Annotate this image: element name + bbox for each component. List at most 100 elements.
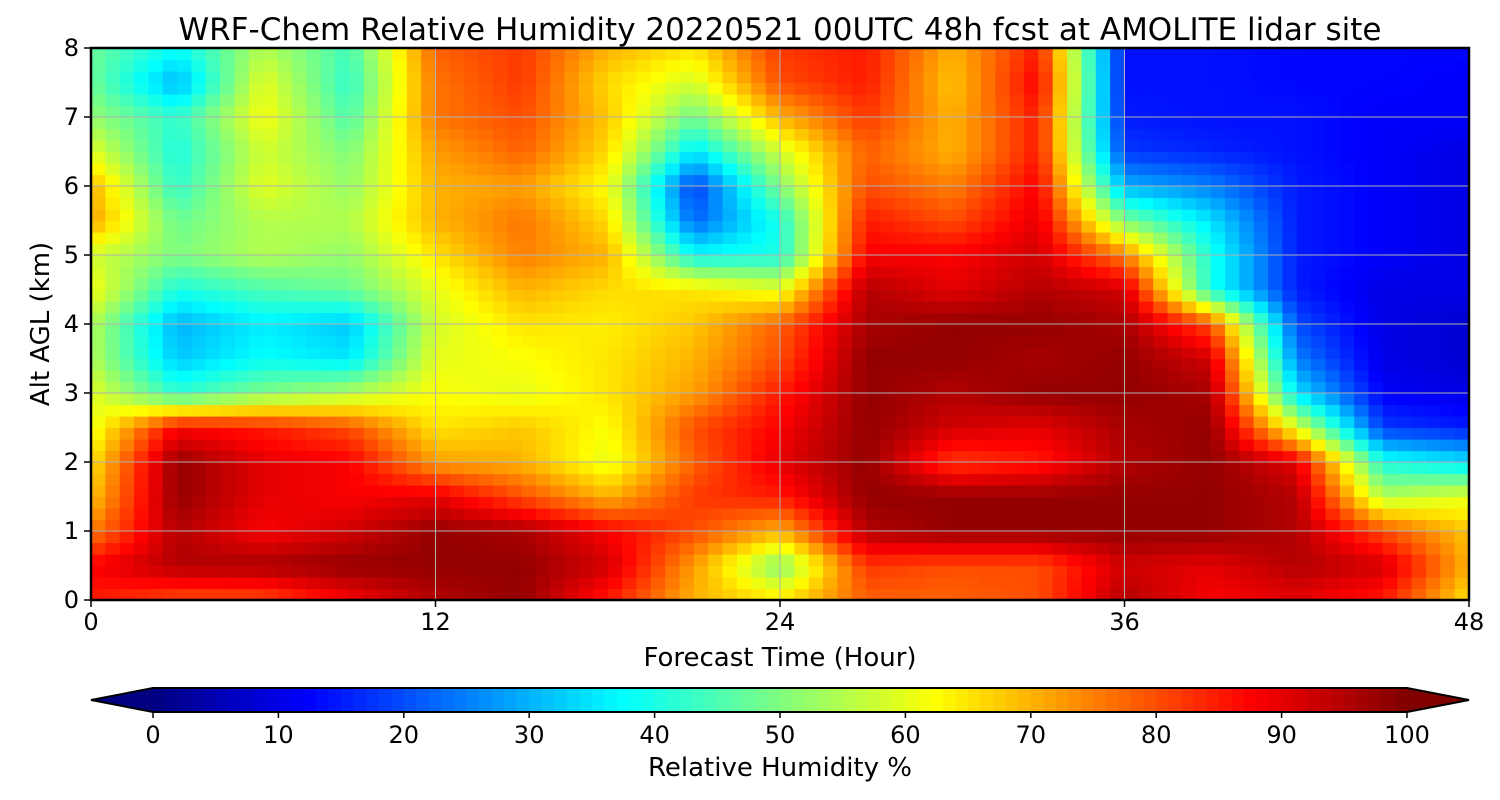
heatmap-cell (636, 542, 652, 555)
heatmap-cell (1052, 220, 1068, 233)
heatmap-cell (1325, 588, 1341, 600)
heatmap-cell (435, 324, 451, 337)
heatmap-cell (564, 232, 580, 245)
heatmap-cell (1067, 312, 1083, 325)
heatmap-cell (980, 278, 996, 291)
heatmap-cell (91, 140, 106, 153)
heatmap-cell (1052, 404, 1068, 417)
heatmap-cell (808, 416, 824, 429)
heatmap-cell (622, 94, 638, 107)
heatmap-cell (1196, 508, 1212, 521)
heatmap-cell (1425, 220, 1441, 233)
heatmap-cell (1024, 473, 1039, 486)
heatmap-cell (492, 163, 508, 176)
heatmap-cell (205, 140, 221, 153)
heatmap-cell (492, 393, 508, 406)
heatmap-cell (263, 174, 279, 187)
heatmap-cell (1382, 163, 1398, 176)
heatmap-cell (1239, 301, 1255, 314)
heatmap-cell (765, 588, 781, 600)
heatmap-cell (765, 243, 781, 256)
heatmap-cell (1196, 278, 1212, 291)
heatmap-cell (1296, 59, 1312, 72)
heatmap-cell (1296, 117, 1312, 130)
heatmap-cell (765, 151, 781, 164)
heatmap-cell (780, 220, 795, 233)
heatmap-cell (607, 71, 623, 84)
heatmap-cell (837, 496, 853, 509)
colorbar-segment (1143, 688, 1157, 712)
heatmap-cell (449, 473, 465, 486)
heatmap-cell (1397, 312, 1413, 325)
heatmap-cell (320, 59, 336, 72)
heatmap-cell (1052, 209, 1068, 222)
heatmap-cell (1210, 588, 1226, 600)
heatmap-cell (177, 174, 193, 187)
heatmap-cell (234, 105, 250, 118)
colorbar-segment (265, 688, 279, 712)
heatmap-cell (1210, 347, 1226, 360)
heatmap-cell (1052, 554, 1068, 567)
heatmap-cell (780, 531, 795, 544)
heatmap-cell (1368, 404, 1384, 417)
heatmap-cell (679, 485, 695, 498)
heatmap-cell (1368, 163, 1384, 176)
heatmap-cell (880, 59, 896, 72)
heatmap-cell (794, 117, 810, 130)
heatmap-cell (1454, 393, 1469, 406)
heatmap-cell (392, 105, 408, 118)
heatmap-cell (1181, 370, 1197, 383)
heatmap-cell (1454, 117, 1469, 130)
heatmap-cell (1296, 404, 1312, 417)
heatmap-cell (349, 427, 365, 440)
heatmap-cell (1024, 416, 1039, 429)
heatmap-cell (1138, 128, 1154, 141)
heatmap-cell (1210, 577, 1226, 590)
heatmap-cell (1124, 439, 1140, 452)
heatmap-cell (535, 243, 551, 256)
heatmap-cell (1110, 105, 1126, 118)
heatmap-cell (894, 174, 910, 187)
heatmap-cell (421, 117, 437, 130)
heatmap-cell (923, 209, 939, 222)
heatmap-cell (722, 347, 738, 360)
heatmap-cell (909, 324, 925, 337)
heatmap-cell (593, 404, 609, 417)
heatmap-cell (636, 94, 652, 107)
heatmap-cell (191, 94, 207, 107)
heatmap-cell (650, 289, 666, 302)
heatmap-cell (1110, 301, 1126, 314)
heatmap-cell (1224, 370, 1240, 383)
heatmap-cell (291, 439, 307, 452)
heatmap-cell (880, 439, 896, 452)
heatmap-cell (550, 186, 566, 199)
heatmap-cell (363, 117, 379, 130)
heatmap-cell (1411, 128, 1427, 141)
colorbar-segment (1193, 688, 1207, 712)
heatmap-cell (693, 404, 709, 417)
heatmap-cell (650, 416, 666, 429)
heatmap-cell (607, 508, 623, 521)
heatmap-cell (1009, 289, 1025, 302)
heatmap-cell (220, 232, 236, 245)
heatmap-cell (1354, 186, 1370, 199)
heatmap-cell (1454, 151, 1469, 164)
heatmap-cell (1425, 59, 1441, 72)
x-axis-ticks: 0 12 24 36 48 (83, 600, 1484, 636)
heatmap-cell (1282, 140, 1298, 153)
heatmap-cell (1282, 427, 1298, 440)
heatmap-cell (248, 82, 264, 95)
heatmap-cell (1368, 554, 1384, 567)
heatmap-cell (579, 266, 594, 279)
heatmap-cell (1339, 370, 1355, 383)
heatmap-cell (1239, 542, 1255, 555)
heatmap-cell (894, 255, 910, 268)
heatmap-cell (1454, 255, 1469, 268)
heatmap-cell (564, 128, 580, 141)
heatmap-cell (1024, 496, 1039, 509)
heatmap-cell (205, 416, 221, 429)
heatmap-cell (91, 255, 106, 268)
heatmap-cell (765, 278, 781, 291)
heatmap-cell (1224, 197, 1240, 210)
heatmap-cell (1440, 151, 1456, 164)
